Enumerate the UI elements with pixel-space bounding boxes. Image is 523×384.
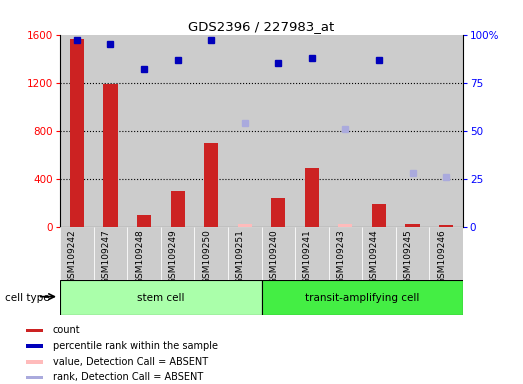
Bar [94,35,127,227]
Text: GSM109242: GSM109242 [68,229,77,284]
Bar [429,35,463,227]
Text: count: count [53,326,81,336]
Bar [161,35,195,227]
Bar [362,227,396,280]
Bar [170,190,185,227]
Text: value, Detection Call = ABSENT: value, Detection Call = ABSENT [53,357,208,367]
Bar [328,35,362,227]
Text: rank, Detection Call = ABSENT: rank, Detection Call = ABSENT [53,372,203,382]
Bar [26,376,43,379]
Text: stem cell: stem cell [137,293,185,303]
Bar [295,35,328,227]
Bar [26,360,43,364]
Text: transit-amplifying cell: transit-amplifying cell [305,293,419,303]
Bar [295,227,328,280]
Bar [26,344,43,348]
Bar [429,227,463,280]
Bar [70,40,84,227]
Title: GDS2396 / 227983_at: GDS2396 / 227983_at [188,20,335,33]
Bar [26,329,43,333]
Text: GSM109248: GSM109248 [135,229,144,284]
Bar [161,227,195,280]
Bar [439,225,453,227]
Bar [195,35,228,227]
Text: GSM109247: GSM109247 [101,229,110,284]
Text: GSM109249: GSM109249 [168,229,178,284]
Bar [262,280,463,315]
Bar [262,35,295,227]
Bar [60,35,94,227]
Text: GSM109243: GSM109243 [336,229,345,284]
Text: GSM109251: GSM109251 [236,229,245,284]
Text: GSM109241: GSM109241 [303,229,312,284]
Bar [237,224,252,227]
Bar [195,227,228,280]
Bar [127,227,161,280]
Text: GSM109245: GSM109245 [404,229,413,284]
Bar [228,35,262,227]
Bar [372,204,386,227]
Text: GSM109250: GSM109250 [202,229,211,284]
Bar [137,215,151,227]
Bar [262,227,295,280]
Text: cell type: cell type [5,293,50,303]
Text: GSM109246: GSM109246 [437,229,446,284]
Bar [271,198,286,227]
Bar [396,35,429,227]
Bar [228,227,262,280]
Bar [60,227,94,280]
Bar [204,142,218,227]
Bar [94,227,127,280]
Bar [396,227,429,280]
Bar [338,224,353,227]
Bar [362,35,396,227]
Bar [328,227,362,280]
Bar [405,224,419,227]
Bar [127,35,161,227]
Text: GSM109240: GSM109240 [269,229,278,284]
Text: GSM109244: GSM109244 [370,229,379,284]
Bar [305,168,319,227]
Bar [104,84,118,227]
Bar [60,280,262,315]
Text: percentile rank within the sample: percentile rank within the sample [53,341,218,351]
